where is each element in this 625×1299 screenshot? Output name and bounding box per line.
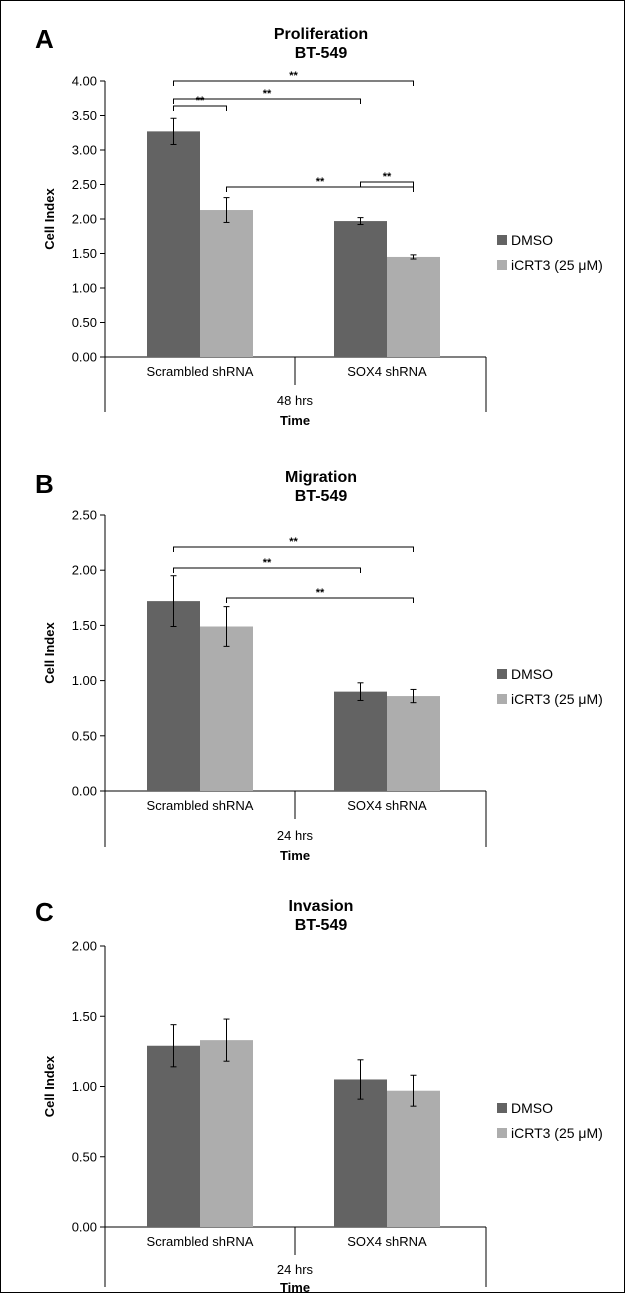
bar-icrt3 [200,210,253,357]
y-tick-label: 3.50 [72,108,97,123]
x-group-label: 24 hrs [277,1262,314,1277]
bar-icrt3 [200,626,253,791]
x-axis-title: Time [280,848,310,863]
x-category-label: SOX4 shRNA [347,1234,427,1249]
y-tick-label: 0.50 [72,315,97,330]
legend-swatch [497,669,507,679]
x-category-label: Scrambled shRNA [147,364,254,379]
significance-bracket [173,546,414,552]
panel-letter: A [35,24,54,54]
bar-dmso [147,1045,200,1227]
significance-label: ** [289,70,298,82]
legend-label: iCRT3 (25 μM) [511,257,603,273]
x-group-label: 24 hrs [277,828,314,843]
bar-dmso [334,691,387,791]
y-tick-label: 2.50 [72,177,97,192]
chart-title: Proliferation [274,26,368,43]
y-tick-label: 1.00 [72,673,97,688]
chart-subtitle: BT-549 [295,488,348,505]
y-axis-label: Cell Index [42,188,57,250]
legend-label: DMSO [511,232,553,248]
significance-label: ** [289,536,298,548]
panel-c: C Invasion BT-549 0.00 0.50 1.00 1.50 2.00 Cell … [35,897,603,1295]
bar-icrt3 [387,696,440,791]
significance-bracket [173,567,361,573]
y-tick-label: 1.50 [72,618,97,633]
significance-label: ** [383,171,392,183]
x-category-label: SOX4 shRNA [347,364,427,379]
legend-swatch [497,260,507,270]
legend-label: iCRT3 (25 μM) [511,1125,603,1141]
y-tick-label: 4.00 [72,74,97,89]
y-tick-label: 1.00 [72,281,97,296]
bar-icrt3 [200,1040,253,1227]
y-tick-label: 2.50 [72,508,97,523]
bar-dmso [147,601,200,791]
y-axis-label: Cell Index [42,1055,57,1117]
significance-bracket [226,597,414,603]
x-group-label: 48 hrs [277,393,314,408]
significance-label: ** [316,176,325,188]
y-tick-label: 0.50 [72,728,97,743]
significance-label: ** [263,557,272,569]
y-tick-label: 2.00 [72,563,97,578]
y-tick-label: 3.00 [72,143,97,158]
y-tick-label: 2.00 [72,939,97,954]
y-tick-label: 1.50 [72,246,97,261]
bar-icrt3 [387,256,440,357]
chart-title: Migration [285,469,357,486]
significance-bracket [360,181,414,187]
panel-letter: B [35,469,54,499]
x-category-label: Scrambled shRNA [147,798,254,813]
chart-title: Invasion [289,898,354,915]
y-axis-label: Cell Index [42,622,57,684]
bar-dmso [334,221,387,357]
y-tick-label: 0.00 [72,784,97,799]
bar-dmso [147,131,200,357]
significance-label: ** [196,95,205,107]
significance-label: ** [316,587,325,599]
significance-bracket [226,186,414,192]
legend-label: DMSO [511,1100,553,1116]
y-tick-label: 1.00 [72,1079,97,1094]
y-tick-label: 0.50 [72,1149,97,1164]
chart-subtitle: BT-549 [295,917,348,934]
chart-subtitle: BT-549 [295,45,348,62]
legend-label: iCRT3 (25 μM) [511,691,603,707]
significance-bracket [173,105,227,111]
legend-swatch [497,235,507,245]
y-tick-label: 0.00 [72,350,97,365]
significance-bracket [173,80,414,86]
legend-swatch [497,1103,507,1113]
y-tick-label: 0.00 [72,1220,97,1235]
significance-label: ** [263,88,272,100]
x-category-label: Scrambled shRNA [147,1234,254,1249]
bar-icrt3 [387,1090,440,1227]
legend-label: DMSO [511,666,553,682]
x-axis-title: Time [280,1280,310,1294]
x-category-label: SOX4 shRNA [347,798,427,813]
y-tick-label: 1.50 [72,1009,97,1024]
bar-dmso [334,1079,387,1227]
legend-swatch [497,694,507,704]
panel-b: B Migration BT-549 0.00 0.50 1.00 1.50 2.00 2.50… [35,469,603,863]
panel-a: A Proliferation BT-549 0.00 0.50 1.00 1.50 2.00… [35,24,603,428]
y-tick-label: 2.00 [72,212,97,227]
significance-bracket [173,98,361,104]
panel-letter: C [35,897,54,927]
legend-swatch [497,1128,507,1138]
x-axis-title: Time [280,413,310,428]
